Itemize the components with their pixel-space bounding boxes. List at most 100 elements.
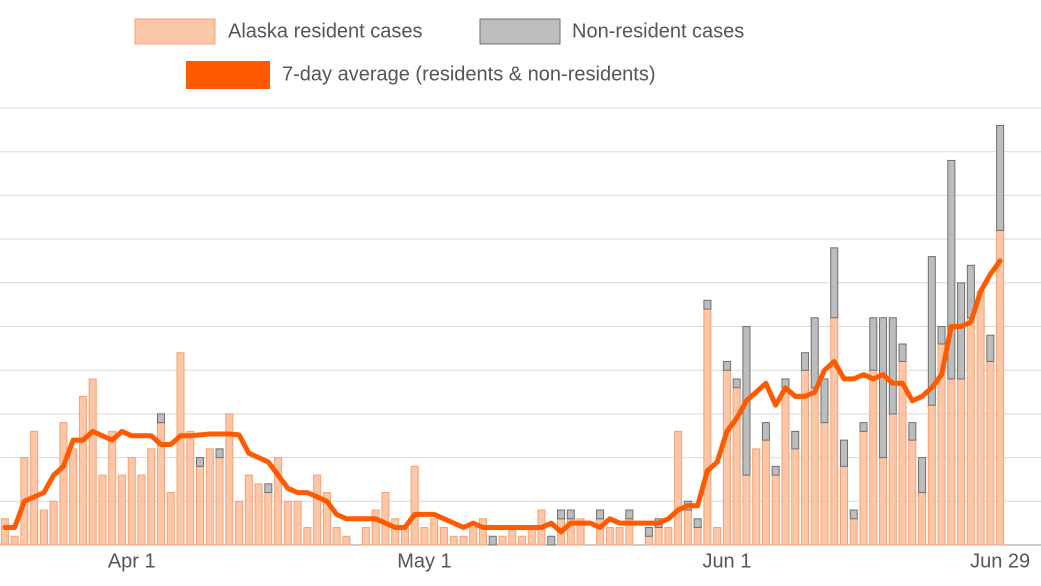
bar — [839, 465, 849, 546]
bar — [859, 422, 868, 432]
bar — [488, 535, 497, 546]
bar — [771, 474, 780, 546]
bar — [410, 465, 419, 546]
bar — [430, 518, 439, 546]
bar — [498, 535, 507, 546]
bar — [703, 299, 712, 310]
bar — [918, 492, 927, 546]
bar — [937, 326, 946, 345]
bar — [976, 291, 985, 546]
bar — [888, 413, 897, 546]
x-tick-label: May 1 — [397, 550, 451, 572]
bar — [244, 474, 253, 546]
bar — [371, 509, 380, 546]
bar — [683, 509, 692, 546]
bar — [459, 535, 468, 546]
bar — [117, 474, 126, 546]
bar — [576, 518, 585, 546]
bar — [859, 430, 868, 546]
x-tick-label: Jun 1 — [702, 550, 751, 572]
bar — [674, 430, 683, 546]
bar — [888, 317, 897, 415]
bar — [361, 527, 370, 546]
bar — [235, 500, 244, 546]
bar — [342, 535, 351, 546]
bar — [820, 422, 829, 546]
bar — [30, 430, 39, 546]
bar — [469, 527, 478, 546]
bar — [274, 457, 283, 546]
bar — [664, 527, 673, 546]
bar — [869, 317, 878, 371]
bar — [761, 422, 770, 441]
legend-swatch — [186, 61, 270, 89]
bar — [957, 378, 966, 546]
bar — [449, 535, 458, 546]
bar — [127, 457, 136, 546]
bar — [78, 395, 87, 546]
bar — [810, 387, 819, 546]
bar — [752, 448, 761, 546]
legend-label: Non-resident cases — [572, 20, 744, 42]
bar — [771, 465, 780, 476]
bar — [166, 492, 175, 546]
bar — [654, 527, 663, 546]
bar — [781, 387, 790, 546]
bar — [918, 457, 927, 494]
bar — [59, 422, 68, 546]
bar — [644, 535, 653, 546]
bar — [722, 360, 731, 371]
bar — [156, 413, 166, 424]
bar — [176, 352, 185, 546]
bar — [839, 439, 849, 467]
bar — [761, 439, 770, 546]
bar — [322, 492, 331, 546]
bar — [986, 360, 995, 546]
bar — [439, 527, 448, 546]
bar — [644, 527, 653, 537]
bar — [313, 474, 322, 546]
bar — [996, 124, 1005, 231]
bar — [879, 457, 888, 546]
bar — [205, 448, 214, 546]
bar — [986, 334, 995, 362]
bar — [303, 527, 312, 546]
bar — [615, 527, 624, 546]
bar — [898, 343, 907, 362]
bar — [927, 404, 936, 546]
bar — [927, 256, 936, 406]
bar — [732, 378, 741, 389]
bar — [527, 527, 536, 546]
bar — [88, 378, 97, 546]
bar — [381, 492, 390, 546]
bar — [332, 527, 341, 546]
bar — [264, 483, 273, 494]
bar — [693, 527, 702, 546]
bar — [605, 527, 614, 546]
bar — [830, 317, 839, 546]
bar — [254, 483, 263, 546]
average-line — [2, 258, 1003, 535]
bar — [693, 518, 702, 529]
bar — [849, 518, 858, 546]
bar — [742, 474, 751, 546]
bar — [186, 430, 195, 546]
bar — [196, 457, 205, 467]
bar — [69, 448, 78, 546]
bar — [391, 518, 400, 546]
bar — [518, 535, 527, 546]
bar — [625, 509, 634, 520]
bar — [98, 474, 107, 546]
bar — [947, 159, 956, 380]
bar — [713, 527, 722, 546]
bar — [703, 308, 712, 546]
x-tick-label: Jun 29 — [970, 550, 1030, 572]
bar — [225, 413, 234, 546]
bar — [908, 439, 917, 546]
bar — [49, 500, 58, 546]
legend-swatch — [134, 18, 216, 45]
legend-label: Alaska resident cases — [228, 20, 423, 42]
legend-swatch — [479, 18, 561, 45]
bar — [293, 500, 302, 546]
